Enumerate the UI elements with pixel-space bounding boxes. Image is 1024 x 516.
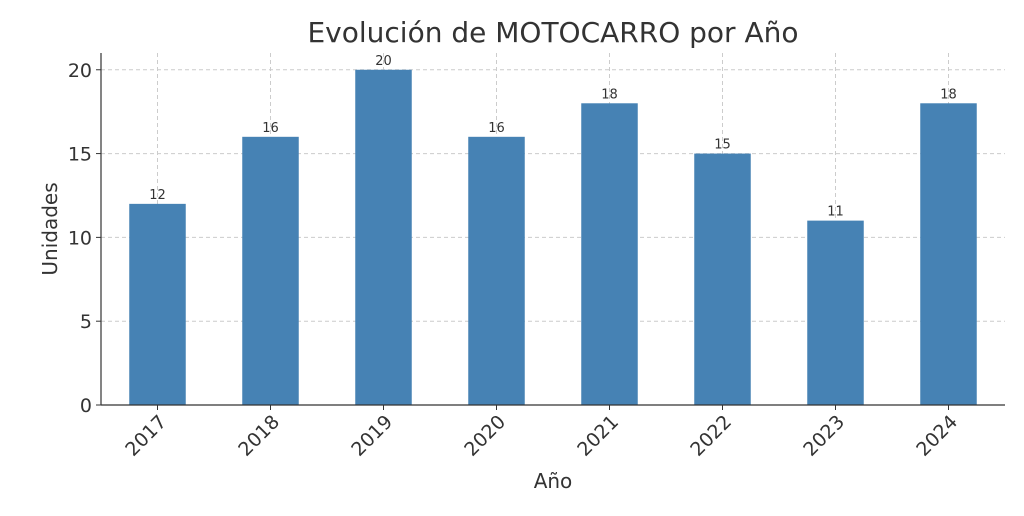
data-label: 15 <box>714 138 731 153</box>
x-tick-label: 2023 <box>799 411 849 461</box>
data-label: 18 <box>940 87 957 102</box>
x-tick-label: 2024 <box>912 411 962 461</box>
x-tick-label: 2020 <box>460 411 510 461</box>
bar <box>468 136 525 406</box>
data-labels: 12 16 20 16 18 15 11 18 <box>149 54 957 220</box>
x-tick-label: 2021 <box>573 411 623 461</box>
chart-title: Evolución de MOTOCARRO por Año <box>307 16 798 49</box>
data-label: 16 <box>488 121 505 136</box>
x-tick-label: 2019 <box>347 411 397 461</box>
bar <box>694 153 751 405</box>
y-tick-label: 10 <box>68 227 92 249</box>
y-tick-label: 5 <box>80 311 92 333</box>
x-tick-label: 2017 <box>121 411 171 461</box>
data-label: 12 <box>149 188 166 203</box>
bar <box>242 136 299 406</box>
x-ticks: 2017 2018 2019 2020 2021 2022 2023 2024 <box>121 405 962 461</box>
y-ticks: 0 5 10 15 20 <box>68 60 101 417</box>
y-axis-label: Unidades <box>38 182 62 275</box>
x-tick-label: 2018 <box>234 411 284 461</box>
bar <box>920 103 977 406</box>
bar <box>129 203 186 405</box>
grid <box>101 53 1005 406</box>
bar <box>807 220 864 405</box>
y-tick-label: 20 <box>68 60 92 82</box>
data-label: 16 <box>262 121 279 136</box>
y-tick-label: 0 <box>80 395 92 417</box>
data-label: 11 <box>827 205 844 220</box>
data-label: 20 <box>375 54 392 69</box>
bar <box>355 69 412 405</box>
data-label: 18 <box>601 87 618 102</box>
y-tick-label: 15 <box>68 144 92 166</box>
bar <box>581 103 638 406</box>
x-axis-label: Año <box>534 469 573 493</box>
axes <box>100 53 1005 406</box>
bars <box>129 69 977 406</box>
x-tick-label: 2022 <box>686 411 736 461</box>
